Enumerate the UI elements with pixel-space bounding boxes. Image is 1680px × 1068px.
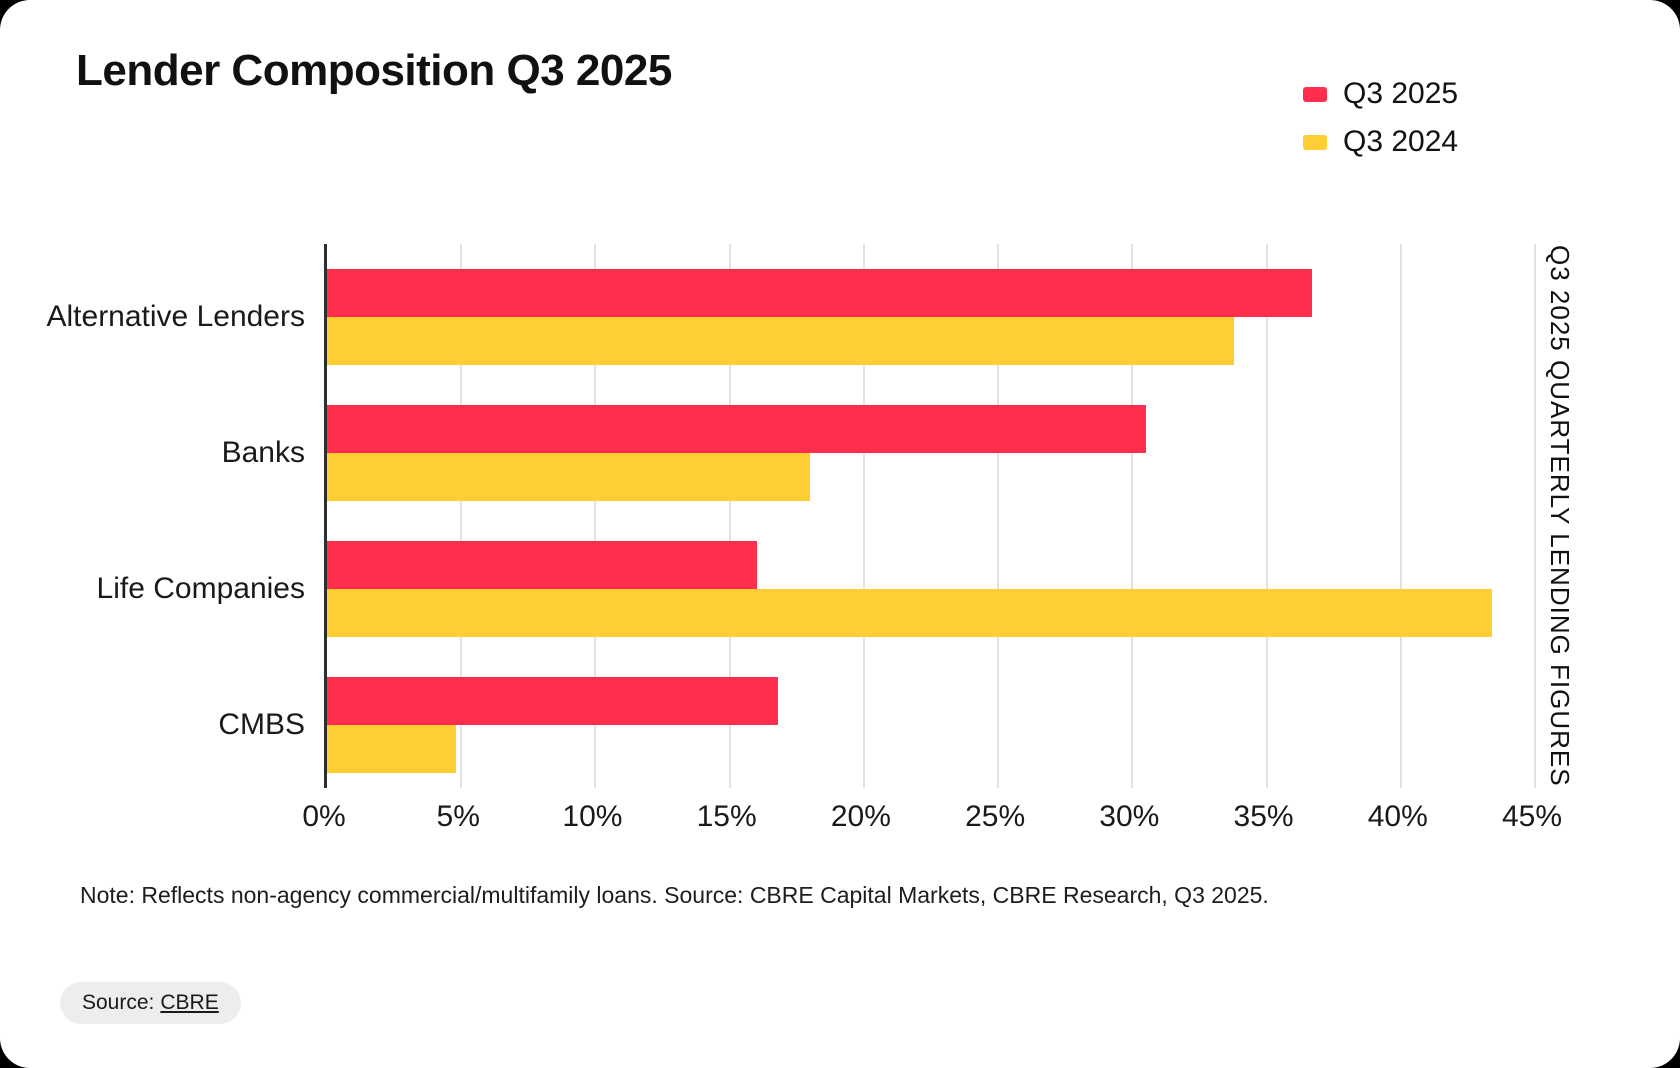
legend-item: Q3 2025	[1303, 70, 1458, 118]
legend-label: Q3 2025	[1343, 77, 1459, 110]
gridline	[460, 244, 463, 788]
footnote: Note: Reflects non-agency commercial/mul…	[80, 882, 1269, 908]
category-label: Life Companies	[96, 572, 305, 606]
gridline	[1534, 244, 1536, 788]
x-tick-label: 5%	[436, 800, 480, 833]
legend-swatch-icon	[1303, 86, 1327, 102]
bar-q3-2025-cmbs	[327, 677, 778, 726]
gridline	[997, 244, 1000, 788]
x-tick-label: 20%	[830, 800, 891, 833]
x-tick-label: 40%	[1367, 800, 1428, 833]
x-tick-label: 0%	[302, 800, 346, 833]
bar-q3-2024-life-companies	[327, 589, 1493, 638]
x-tick-label: 45%	[1501, 800, 1563, 833]
bar-q3-2024-banks	[327, 453, 811, 502]
right-axis-caption: Q3 2025 QUARTERLY LENDING FIGURES	[1545, 245, 1575, 787]
plot-area	[324, 244, 1536, 788]
bar-q3-2025-alternative-lenders	[327, 269, 1313, 317]
source-prefix: Source:	[82, 991, 155, 1014]
x-tick-label: 10%	[562, 800, 623, 833]
x-tick-label: 35%	[1233, 800, 1294, 833]
gridline	[1399, 244, 1402, 788]
category-label: CMBS	[218, 708, 305, 742]
legend-label: Q3 2024	[1343, 125, 1459, 158]
bar-q3-2025-banks	[327, 405, 1146, 454]
chart-title: Lender Composition Q3 2025	[76, 46, 672, 95]
legend-swatch-icon	[1303, 134, 1327, 150]
legend: Q3 2025 Q3 2024	[1303, 70, 1458, 166]
x-tick-label: 25%	[965, 800, 1026, 833]
bar-q3-2024-cmbs	[327, 725, 456, 774]
gridline	[862, 244, 865, 788]
category-label: Banks	[221, 436, 305, 470]
source-pill: Source: CBRE	[60, 982, 241, 1024]
gridline	[1265, 244, 1268, 788]
x-tick-label: 15%	[696, 800, 757, 833]
bar-q3-2024-alternative-lenders	[327, 317, 1235, 365]
x-tick-label: 30%	[1099, 800, 1160, 833]
gridline	[728, 244, 731, 788]
source-link[interactable]: CBRE	[160, 991, 219, 1014]
gridline	[1131, 244, 1134, 788]
gridline	[594, 244, 597, 788]
legend-item: Q3 2024	[1303, 118, 1458, 166]
bar-q3-2025-life-companies	[327, 541, 757, 590]
category-label: Alternative Lenders	[46, 300, 306, 333]
